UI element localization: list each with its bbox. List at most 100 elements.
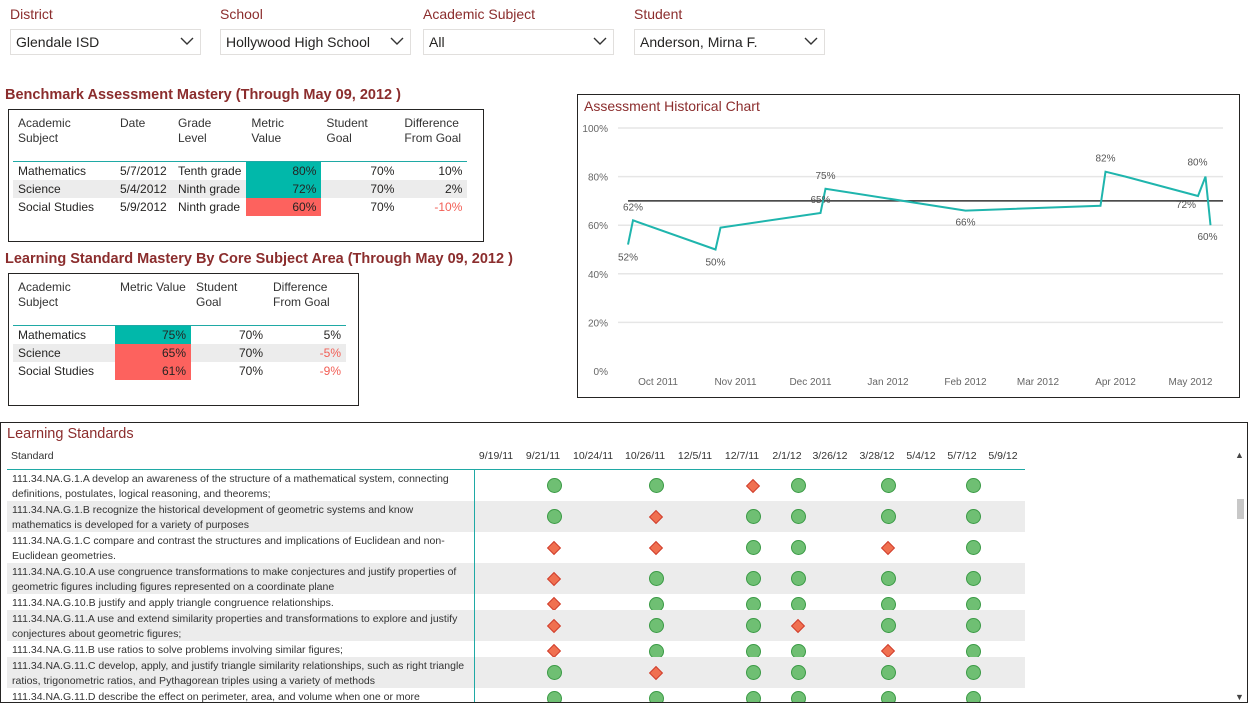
column-header[interactable]: Difference From Goal <box>404 116 462 145</box>
metric-cell: 61% <box>115 361 191 380</box>
district-dropdown[interactable]: Glendale ISD <box>10 29 201 55</box>
chevron-down-icon[interactable] <box>390 36 404 46</box>
subject-cell: Mathematics <box>18 327 87 342</box>
slicer-label: Student <box>634 6 683 22</box>
learning-standards-title: Learning Standards <box>7 426 134 442</box>
data-label: 60% <box>1197 232 1217 243</box>
not-mastered-diamond-icon <box>546 571 562 586</box>
mastered-circle-icon <box>880 665 896 680</box>
vertical-scrollbar[interactable]: ▲ ▼ <box>1233 448 1247 702</box>
date-column-header[interactable]: 5/9/12 <box>988 450 1018 462</box>
table-row[interactable]: 111.34.NA.G.1.B recognize the historical… <box>7 501 1025 532</box>
column-header[interactable]: Student Goal <box>196 280 238 309</box>
date-column-header[interactable]: 9/19/11 <box>478 450 514 462</box>
mastered-circle-icon <box>965 478 981 493</box>
mastered-circle-icon <box>790 478 806 493</box>
column-header[interactable]: Student Goal <box>326 116 368 145</box>
column-header[interactable]: Academic Subject <box>18 280 71 309</box>
chart-svg: Assessment Historical Chart 100% 80% 60% 40%… <box>582 98 1223 388</box>
date-cell: 5/7/2012 <box>120 163 167 178</box>
date-cell: 5/9/2012 <box>120 199 167 214</box>
academic-subject-dropdown[interactable]: All <box>423 29 614 55</box>
column-header[interactable]: Date <box>120 116 146 130</box>
learning-mastery-frame <box>8 273 359 406</box>
mastered-circle-icon <box>790 665 806 680</box>
table-row[interactable]: 111.34.NA.G.11.A use and extend similari… <box>7 610 1025 641</box>
date-column-header[interactable]: 10/24/11 <box>573 450 614 462</box>
not-mastered-diamond-icon <box>745 478 761 493</box>
mastered-circle-icon <box>965 509 981 524</box>
metric-cell: 72% <box>246 179 322 198</box>
diff-cell: -9% <box>319 363 341 378</box>
student-dropdown[interactable]: Anderson, Mirna F. <box>634 29 825 55</box>
date-column-header[interactable]: 5/7/12 <box>947 450 977 462</box>
column-header[interactable]: Grade Level <box>178 116 212 145</box>
data-label: 75% <box>815 171 835 182</box>
chevron-down-icon[interactable] <box>593 36 607 46</box>
date-column-header[interactable]: 12/5/11 <box>677 450 713 462</box>
date-column-header[interactable]: 9/21/11 <box>525 450 561 462</box>
standard-column-header[interactable]: Standard <box>11 450 54 462</box>
table-row[interactable]: 111.34.NA.G.1.A develop an awareness of … <box>7 470 1025 501</box>
column-header[interactable]: Difference From Goal <box>273 280 330 309</box>
table-row: Mathematics 75% 70% 5% <box>13 325 346 344</box>
assessment-historical-chart[interactable]: Assessment Historical Chart 100% 80% 60% 40%… <box>577 94 1240 398</box>
table-row[interactable]: 111.34.NA.G.11.C develop, apply, and jus… <box>7 657 1025 688</box>
chevron-down-icon[interactable] <box>804 36 818 46</box>
column-header[interactable]: Academic Subject <box>18 116 71 145</box>
metric-cell: 60% <box>246 197 322 216</box>
mastered-circle-icon <box>880 509 896 524</box>
standard-text: 111.34.NA.G.10.B justify and apply trian… <box>12 597 334 609</box>
date-column-header[interactable]: 2/1/12 <box>772 450 802 462</box>
not-mastered-diamond-icon <box>880 643 896 659</box>
table-row[interactable]: 111.34.NA.G.11.D describe the effect on … <box>7 688 1025 702</box>
table-row[interactable]: 111.34.NA.G.1.C compare and contrast the… <box>7 532 1025 563</box>
date-column-header[interactable]: 12/7/11 <box>724 450 760 462</box>
subject-cell: Social Studies <box>18 199 95 214</box>
date-column-header[interactable]: 3/26/12 <box>812 450 848 462</box>
not-mastered-diamond-icon <box>790 618 806 633</box>
data-label: 52% <box>618 253 638 264</box>
date-column-header[interactable]: 3/28/12 <box>859 450 895 462</box>
scroll-thumb[interactable] <box>1237 499 1244 519</box>
diff-cell: 5% <box>323 327 341 342</box>
standard-text: 111.34.NA.G.10.A use congruence transfor… <box>12 566 457 593</box>
table-row[interactable]: 111.34.NA.G.10.A use congruence transfor… <box>7 563 1025 594</box>
diff-cell: 10% <box>438 163 463 178</box>
mastered-circle-icon <box>648 618 664 633</box>
caret-down-icon[interactable]: ▼ <box>1235 692 1244 702</box>
caret-up-icon[interactable]: ▲ <box>1235 450 1244 460</box>
school-dropdown[interactable]: Hollywood High School <box>220 29 411 55</box>
slicer-school: School Hollywood High School <box>220 6 411 55</box>
date-column-header[interactable]: 10/26/11 <box>625 450 666 462</box>
table-row: Social Studies 61% 70% -9% <box>13 361 346 380</box>
table-header-row: Academic Subject Date Grade Level Metric… <box>13 116 468 161</box>
column-header[interactable]: Metric Value <box>120 280 186 294</box>
data-label: 82% <box>1095 154 1115 165</box>
data-label: 65% <box>810 195 830 206</box>
goal-cell: 70% <box>370 163 395 178</box>
column-header[interactable]: Metric Value <box>251 116 285 145</box>
slicer-label: Academic Subject <box>423 6 536 22</box>
goal-cell: 70% <box>191 343 268 362</box>
not-mastered-diamond-icon <box>648 509 664 524</box>
assessment-line <box>627 170 1212 251</box>
table-row[interactable]: 111.34.NA.G.11.B use ratios to solve pro… <box>7 641 1025 659</box>
learning-mastery-table: Academic Subject Metric Value Student Go… <box>13 280 346 380</box>
y-tick-label: 0% <box>594 367 609 378</box>
x-tick-label: Apr 2012 <box>1095 377 1136 388</box>
chevron-down-icon[interactable] <box>180 36 194 46</box>
mastered-circle-icon <box>745 540 761 555</box>
table-row[interactable]: 111.34.NA.G.10.B justify and apply trian… <box>7 594 1025 612</box>
standard-text: 111.34.NA.G.11.C develop, apply, and jus… <box>12 660 465 687</box>
mastered-circle-icon <box>790 571 806 586</box>
not-mastered-diamond-icon <box>546 540 562 555</box>
diff-cell: -10% <box>434 199 463 214</box>
not-mastered-diamond-icon <box>546 643 562 659</box>
standard-text: 111.34.NA.G.1.C compare and contrast the… <box>12 535 445 562</box>
y-tick-label: 80% <box>588 173 608 184</box>
table-row: Mathematics 5/7/2012 Tenth grade 80% 70%… <box>13 161 467 180</box>
date-column-header[interactable]: 5/4/12 <box>906 450 936 462</box>
subject-cell: Social Studies <box>18 363 95 378</box>
mastered-circle-icon <box>745 571 761 586</box>
